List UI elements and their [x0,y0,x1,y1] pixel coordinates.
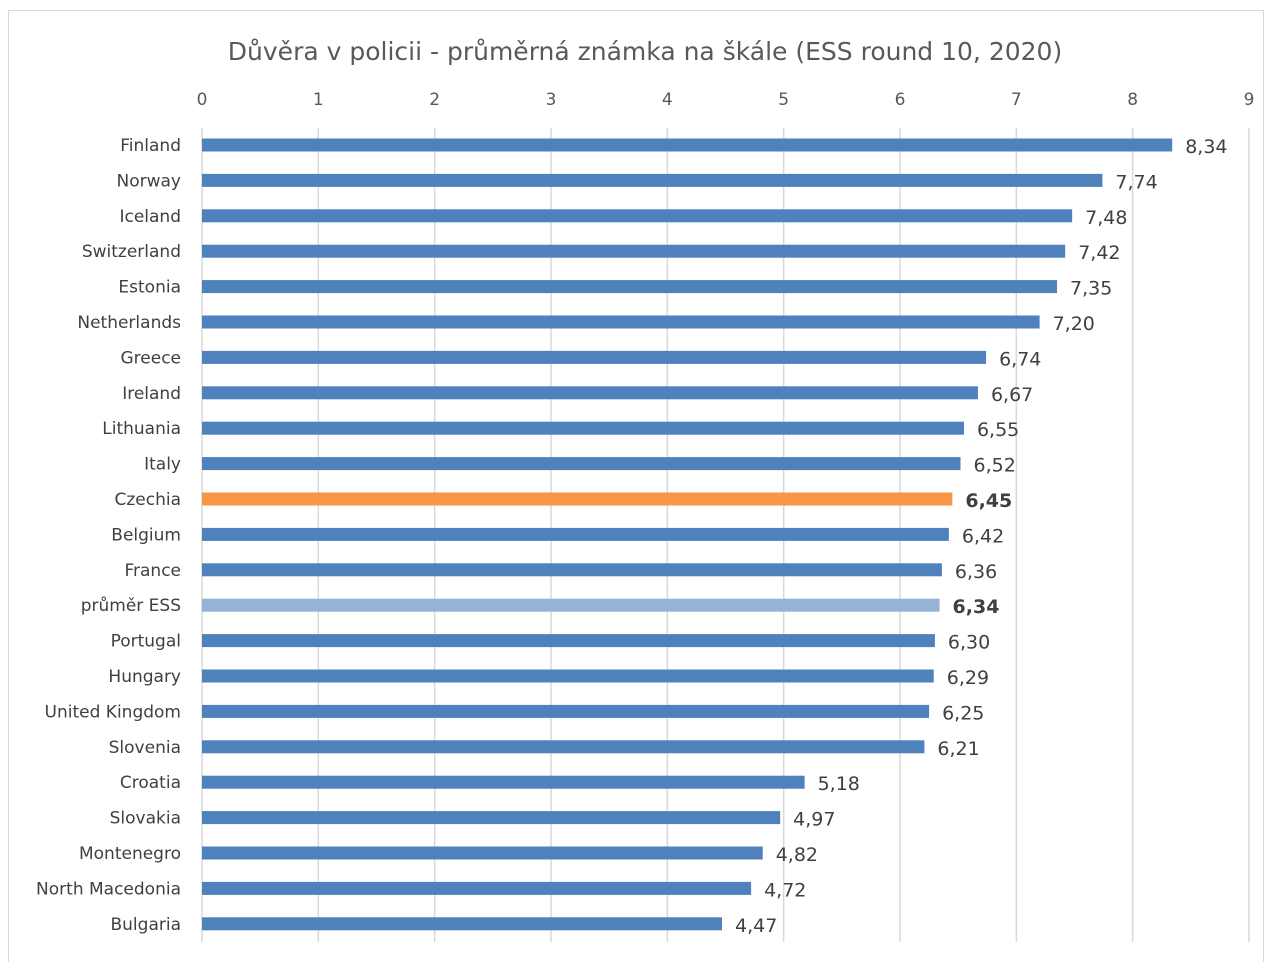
bar [202,598,940,612]
data-label: 7,35 [1070,278,1112,300]
data-label: 6,30 [948,632,990,654]
bar [202,846,763,860]
category-label: Switzerland [82,242,181,262]
category-labels: Finland Norway Iceland Switzerland Estonia Ne… [36,136,181,935]
data-label: 7,20 [1053,313,1095,335]
x-tick-label: 4 [662,90,673,110]
x-tick-label: 2 [429,90,440,110]
bars [202,138,1173,931]
bar [202,173,1103,187]
bar [202,138,1173,152]
category-label: Montenegro [79,844,181,864]
category-label: Finland [120,136,181,156]
data-label: 6,52 [973,455,1015,477]
bar [202,457,961,471]
bar [202,315,1040,329]
category-label: Slovenia [109,738,181,758]
bar [202,386,978,400]
bar [202,280,1058,294]
data-label: 6,36 [955,561,997,583]
category-label: Estonia [118,278,181,298]
bar [202,811,781,825]
data-label: 7,48 [1085,207,1127,229]
data-label: 6,74 [999,348,1041,370]
data-labels: 8,34 7,74 7,48 7,42 7,35 7,20 6,74 6,67 6,55 6,52… [735,136,1228,937]
category-label: Hungary [108,667,181,687]
data-label: 7,42 [1078,242,1120,264]
bar [202,881,752,895]
bar [202,563,942,577]
bar [202,209,1073,223]
data-label: 6,21 [937,738,979,760]
data-label: 6,25 [942,702,984,724]
category-label: Norway [117,171,182,191]
bar [202,244,1066,258]
x-tick-label: 9 [1244,90,1255,110]
bar [202,704,930,718]
x-tick-label: 1 [313,90,324,110]
bar [202,917,723,931]
x-tick-label: 5 [778,90,789,110]
bar [202,634,935,648]
data-label: 4,47 [735,915,777,937]
bar [202,492,953,506]
category-label: Czechia [114,490,181,510]
data-label: 4,97 [793,809,835,831]
bar [202,350,987,364]
x-tick-label: 8 [1127,90,1138,110]
category-label: Slovakia [110,809,181,829]
x-tick-label: 7 [1011,90,1022,110]
category-label: Greece [120,348,181,368]
category-label: France [124,561,181,581]
x-axis-ticks: 0 1 2 3 4 5 6 7 8 9 [197,90,1255,110]
chart-title: Důvěra v policii - průměrná známka na šk… [228,37,1062,66]
category-label: Croatia [120,773,181,793]
bar [202,421,964,435]
data-label: 6,55 [977,419,1019,441]
category-label: Lithuania [102,419,181,439]
category-label: Iceland [119,207,181,227]
bar [202,740,925,754]
data-label: 6,34 [953,596,1000,618]
data-label: 6,45 [965,490,1012,512]
data-label: 6,67 [991,384,1033,406]
data-label: 5,18 [818,773,860,795]
data-label: 7,74 [1115,171,1157,193]
bar [202,775,805,789]
category-label: Portugal [111,632,181,652]
data-label: 8,34 [1185,136,1227,158]
category-label: Ireland [122,384,181,404]
data-label: 6,29 [947,667,989,689]
data-label: 4,82 [776,844,818,866]
category-label: Netherlands [77,313,181,333]
data-label: 6,42 [962,525,1004,547]
category-label: průměr ESS [81,596,181,616]
category-label: United Kingdom [45,702,181,722]
category-label: Italy [144,455,181,475]
chart-frame [8,10,1264,962]
category-label: North Macedonia [36,879,181,899]
data-label: 4,72 [764,879,806,901]
category-label: Belgium [111,525,181,545]
bar [202,527,949,541]
x-tick-label: 0 [197,90,208,110]
category-label: Bulgaria [111,915,182,935]
x-tick-label: 6 [895,90,906,110]
bar [202,669,934,683]
x-tick-label: 3 [546,90,557,110]
